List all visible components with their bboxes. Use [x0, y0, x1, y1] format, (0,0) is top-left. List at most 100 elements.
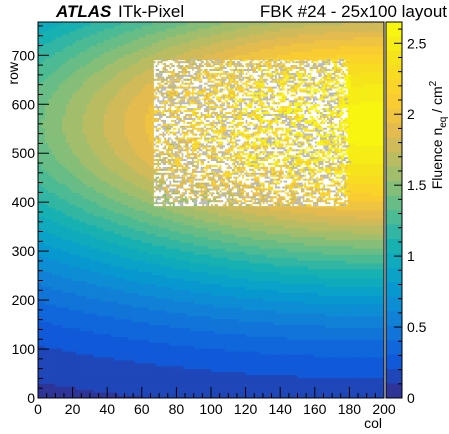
heatmap-cell	[110, 324, 115, 329]
heatmap-cell	[72, 265, 77, 270]
heatmap-cell	[48, 148, 53, 152]
heatmap-cell	[72, 283, 77, 287]
heatmap-cell	[44, 324, 49, 329]
heatmap-cell	[72, 110, 77, 114]
heatmap-cell	[44, 186, 49, 191]
heatmap-cell	[65, 110, 70, 114]
heatmap-cell	[89, 351, 94, 355]
heatmap-cell	[58, 242, 63, 246]
heatmap-cell	[38, 351, 43, 355]
heatmap-cell	[41, 27, 46, 32]
heatmap-cell	[65, 113, 70, 117]
heatmap-cell	[103, 254, 108, 258]
heatmap-cell	[69, 22, 74, 26]
heatmap-cell	[103, 374, 108, 379]
heatmap-cell	[86, 321, 91, 326]
heatmap-cell	[86, 395, 91, 398]
heatmap-cell	[114, 42, 119, 47]
heatmap-cell	[41, 230, 46, 235]
heatmap-cell	[76, 271, 81, 276]
heatmap-cell	[51, 280, 56, 285]
heatmap-cell	[96, 154, 101, 158]
heatmap-cell	[96, 389, 101, 393]
heatmap-cell	[44, 124, 49, 129]
heatmap-cell	[82, 92, 88, 97]
heatmap-cell	[65, 60, 70, 64]
heatmap-cell	[89, 304, 94, 308]
heatmap-cell	[107, 224, 112, 229]
heatmap-cell	[114, 30, 119, 35]
heatmap-cell	[65, 121, 70, 126]
heatmap-cell	[79, 298, 84, 302]
heatmap-cell	[51, 236, 56, 240]
heatmap-cell	[93, 212, 98, 217]
heatmap-cell	[55, 333, 60, 337]
heatmap-cell	[62, 124, 67, 129]
heatmap-cell	[58, 63, 63, 67]
heatmap-cell	[48, 30, 53, 35]
heatmap-cell	[51, 251, 56, 255]
heatmap-cell	[48, 262, 53, 267]
heatmap-cell	[76, 268, 81, 273]
heatmap-cell	[93, 356, 98, 361]
heatmap-cell	[103, 321, 108, 326]
heatmap-cell	[72, 321, 77, 326]
heatmap-cell	[107, 301, 112, 305]
heatmap-cell	[117, 251, 122, 255]
heatmap-cell	[55, 239, 60, 243]
heatmap-cell	[89, 215, 94, 220]
heatmap-cell	[103, 277, 108, 282]
heatmap-cell	[48, 207, 53, 211]
heatmap-cell	[55, 101, 60, 105]
heatmap-cell	[69, 280, 74, 285]
heatmap-cell	[44, 165, 49, 170]
heatmap-cell	[44, 251, 49, 255]
heatmap-cell	[72, 95, 77, 99]
heatmap-cell	[96, 160, 101, 164]
heatmap-cell	[117, 198, 122, 202]
heatmap-cell	[117, 309, 122, 314]
heatmap-cell	[82, 80, 88, 85]
heatmap-cell	[72, 242, 77, 246]
heatmap-cell	[76, 301, 81, 305]
heatmap-cell	[86, 295, 91, 299]
heatmap-cell	[48, 212, 53, 217]
heatmap-cell	[69, 168, 74, 173]
heatmap-cell	[93, 71, 98, 76]
heatmap-cell	[44, 312, 49, 317]
heatmap-cell	[89, 289, 94, 293]
heatmap-cell	[41, 154, 46, 158]
heatmap-cell	[69, 254, 74, 258]
heatmap-cell	[89, 163, 94, 167]
heatmap-cell	[44, 22, 49, 26]
heatmap-cell	[93, 257, 98, 261]
heatmap-cell	[110, 130, 115, 135]
heatmap-cell	[41, 51, 46, 55]
heatmap-cell	[107, 104, 112, 108]
heatmap-cell	[55, 136, 60, 141]
heatmap-cell	[65, 365, 70, 370]
heatmap-cell	[69, 389, 74, 393]
heatmap-cell	[103, 86, 108, 91]
heatmap-cell	[110, 110, 115, 114]
heatmap-cell	[117, 262, 122, 267]
heatmap-cell	[110, 257, 115, 261]
heatmap-cell	[51, 348, 56, 352]
heatmap-cell	[48, 60, 53, 64]
heatmap-cell	[62, 198, 67, 202]
heatmap-cell	[41, 163, 46, 167]
heatmap-cell	[62, 327, 67, 332]
heatmap-cell	[72, 301, 77, 305]
heatmap-cell	[69, 348, 74, 352]
heatmap-cell	[121, 22, 126, 26]
heatmap-cell	[96, 242, 101, 246]
heatmap-cell	[86, 154, 91, 158]
heatmap-cell	[103, 368, 108, 373]
heatmap-cell	[51, 292, 56, 296]
heatmap-cell	[110, 215, 115, 220]
heatmap-cell	[79, 24, 84, 29]
heatmap-cell	[44, 306, 49, 311]
heatmap-cell	[41, 268, 46, 273]
heatmap-cell	[72, 224, 77, 229]
heatmap-cell	[72, 251, 77, 255]
